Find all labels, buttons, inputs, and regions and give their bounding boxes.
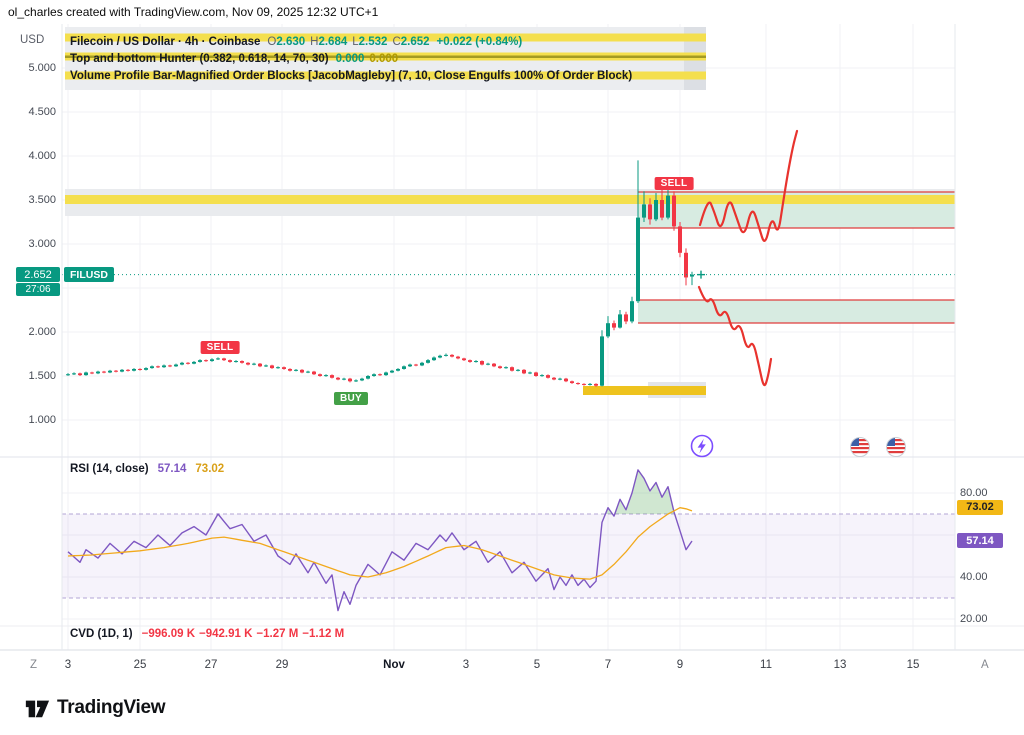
cvd-legend-row[interactable]: CVD (1D, 1) −996.09 K −942.91 K −1.27 M −1.…: [70, 628, 348, 640]
indicator-value: 0.000: [369, 52, 399, 65]
price-axis-tick: 4.000: [28, 150, 56, 162]
price-axis-tick: 3.000: [28, 238, 56, 250]
signal-label-buy: BUY: [333, 392, 369, 405]
symbol-title: Filecoin / US Dollar · 4h · Coinbase: [70, 35, 261, 48]
indicator-value: 0.000: [335, 52, 365, 65]
time-axis-tick: 15: [906, 659, 920, 671]
attribution-text: ol_charles created with TradingView.com,…: [8, 5, 379, 19]
time-axis-tick: 3: [64, 659, 72, 671]
rsi-axis-badge: 57.14: [957, 533, 1003, 548]
tradingview-logo[interactable]: TradingView: [24, 695, 166, 721]
change-value: +0.022 (+0.84%): [436, 35, 523, 48]
ohlc-values: O2.630 H2.684 L2.532 C2.652: [267, 36, 429, 48]
auto-scale-button[interactable]: A: [981, 659, 989, 671]
us-flag-event-icon[interactable]: [883, 434, 909, 465]
hunter-indicator-values: 0.000 0.000: [336, 53, 399, 65]
price-axis-tick: 1.500: [28, 370, 56, 382]
time-axis-tick: 11: [760, 659, 772, 671]
signal-label-sell: SELL: [654, 177, 694, 190]
time-axis-tick: 5: [533, 659, 541, 671]
rsi-axis-tick: 40.00: [960, 571, 988, 583]
price-axis-tick: 3.500: [28, 194, 56, 206]
rsi-legend-row[interactable]: RSI (14, close) 57.14 73.02: [70, 463, 224, 475]
rsi-ma-value: 73.02: [195, 463, 225, 475]
candle-countdown-badge: 27:06: [16, 282, 60, 296]
symbol-legend-row[interactable]: Filecoin / US Dollar · 4h · Coinbase O2.…: [70, 33, 632, 50]
time-axis-tick: 27: [204, 659, 218, 671]
chart-legend: Filecoin / US Dollar · 4h · Coinbase O2.…: [70, 33, 632, 84]
ohlc-token: O2.630: [267, 35, 306, 48]
price-axis-currency[interactable]: USD: [20, 34, 45, 46]
time-axis-tick: Nov: [383, 659, 405, 671]
time-axis-tick: 13: [833, 659, 847, 671]
time-axis-tick: 25: [133, 659, 147, 671]
lightning-indicator-icon[interactable]: [688, 432, 716, 465]
time-axis-tick: 29: [275, 659, 289, 671]
timezone-button[interactable]: Z: [30, 659, 38, 671]
last-price-badge: 2.652: [16, 267, 60, 283]
rsi-axis-tick: 20.00: [960, 613, 988, 625]
tradingview-logo-text: TradingView: [57, 697, 166, 718]
volume-profile-indicator-title: Volume Profile Bar-Magnified Order Block…: [70, 69, 633, 82]
cvd-title: CVD (1D, 1): [70, 628, 133, 640]
price-axis-tick: 1.000: [28, 414, 56, 426]
symbol-tag-badge: FILUSD: [64, 267, 114, 283]
us-flag-event-icon[interactable]: [847, 434, 873, 465]
cvd-values: −996.09 K −942.91 K −1.27 M −1.12 M: [142, 628, 349, 640]
rsi-value: 57.14: [157, 463, 187, 475]
rsi-axis-tick: 80.00: [960, 487, 988, 499]
time-axis-tick: 9: [676, 659, 684, 671]
time-axis-tick: 7: [604, 659, 612, 671]
ohlc-token: H2.684: [310, 35, 348, 48]
indicator-legend-row-volume-profile[interactable]: Volume Profile Bar-Magnified Order Block…: [70, 67, 632, 84]
rsi-axis-badge: 73.02: [957, 499, 1003, 515]
cvd-value: −1.12 M: [302, 628, 345, 640]
cvd-value: −996.09 K: [141, 628, 196, 640]
cvd-value: −942.91 K: [199, 628, 253, 640]
cvd-value: −1.27 M: [256, 628, 299, 640]
ohlc-token: C2.652: [392, 35, 430, 48]
hunter-indicator-title: Top and bottom Hunter (0.382, 0.618, 14,…: [70, 52, 329, 65]
price-axis-tick: 4.500: [28, 106, 56, 118]
ohlc-token: L2.532: [352, 35, 388, 48]
time-axis-tick: 3: [462, 659, 470, 671]
tradingview-logo-mark: [25, 700, 50, 718]
rsi-title: RSI (14, close): [70, 463, 149, 475]
price-axis-tick: 2.000: [28, 326, 56, 338]
signal-label-sell: SELL: [200, 341, 240, 354]
price-axis-tick: 5.000: [28, 62, 56, 74]
indicator-legend-row-hunter[interactable]: Top and bottom Hunter (0.382, 0.618, 14,…: [70, 50, 632, 67]
